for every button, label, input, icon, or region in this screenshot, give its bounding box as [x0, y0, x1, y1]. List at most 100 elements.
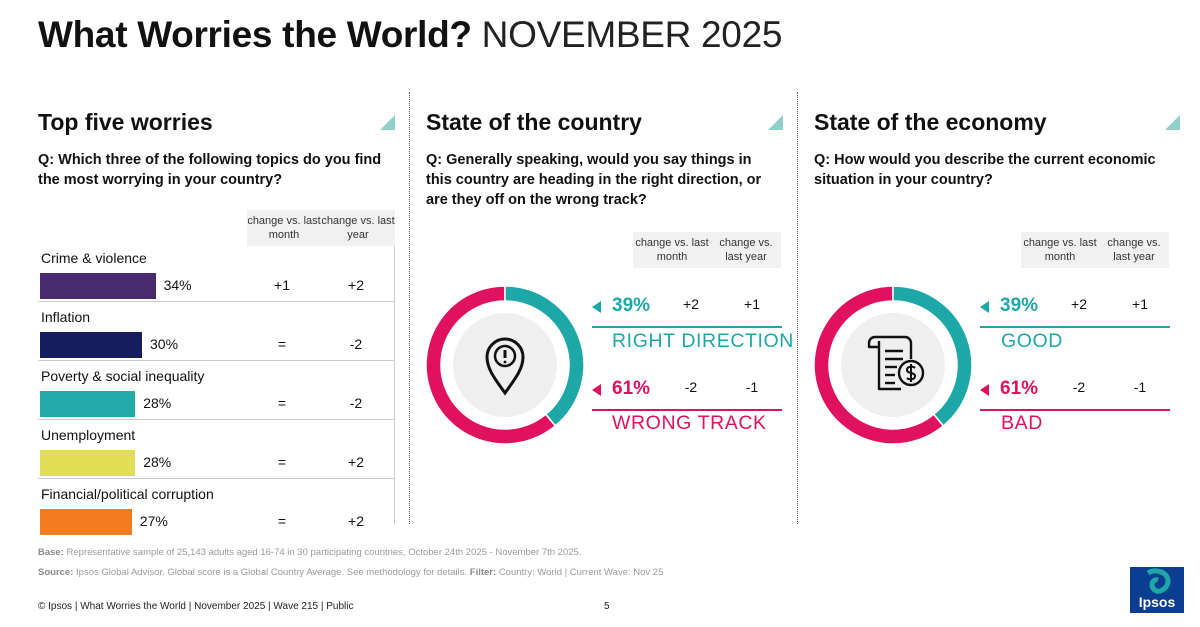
location-alert-icon: [485, 337, 525, 396]
change-month-value: +2: [1071, 296, 1087, 312]
change-year-value: +1: [1132, 296, 1148, 312]
worry-value-label: 27%: [139, 513, 168, 529]
result-percent: 39%: [612, 295, 651, 316]
change-year-value: -2: [349, 336, 363, 352]
change-month-header: change vs. last month: [635, 237, 709, 263]
change-year-value: -2: [349, 395, 363, 411]
change-month-value: -2: [1072, 379, 1086, 395]
change-year-header: change vs. last year: [1107, 237, 1161, 263]
page-title: What Worries the World? NOVEMBER 2025: [38, 14, 782, 56]
worry-row: Unemployment 28% = +2: [38, 420, 394, 479]
result-label: GOOD: [1001, 330, 1063, 352]
filter-label: Filter:: [469, 567, 497, 578]
worry-label: Financial/political corruption: [41, 486, 214, 502]
result-row: 39% +2 +1: [592, 288, 782, 328]
page-title-main: What Worries the World?: [38, 14, 472, 55]
worry-label: Crime & violence: [41, 250, 147, 266]
change-month-value: =: [277, 454, 287, 470]
result-percent: 61%: [1000, 378, 1039, 399]
page-title-date: NOVEMBER 2025: [481, 14, 783, 55]
economy-heading: State of the economy: [814, 109, 1047, 135]
pointer-triangle-icon: [980, 384, 989, 396]
worry-label: Inflation: [41, 309, 91, 325]
corner-triangle-icon: [768, 115, 783, 130]
invoice-dollar-icon: [867, 335, 925, 391]
worry-value-label: 30%: [150, 336, 179, 352]
row-divider: [38, 360, 394, 361]
page-number: 5: [604, 601, 610, 612]
result-underline: [592, 326, 782, 328]
change-year-value: +2: [348, 454, 364, 470]
pointer-triangle-icon: [980, 301, 989, 313]
result-underline: [980, 409, 1170, 411]
result-row: 39% +2 +1: [980, 288, 1170, 328]
result-row: 61% -2 -1: [980, 371, 1170, 411]
pointer-triangle-icon: [592, 384, 601, 396]
change-month-value: =: [277, 513, 287, 529]
worry-bar: [40, 273, 156, 299]
panel-divider: [797, 92, 798, 524]
worry-value-label: 34%: [163, 277, 192, 293]
filter-text: Country: World | Current Wave: Nov 25: [498, 567, 664, 578]
worry-bar: [40, 332, 142, 358]
change-year-value: -1: [745, 379, 759, 395]
ipsos-logo: Ipsos: [1130, 567, 1184, 613]
source-label: Source:: [38, 567, 74, 578]
row-divider: [38, 301, 394, 302]
pointer-triangle-icon: [592, 301, 601, 313]
worries-question: Q: Which three of the following topics d…: [38, 152, 382, 188]
worry-bar: [40, 391, 136, 417]
change-year-header: change vs. last year: [321, 215, 395, 241]
change-year-value: +1: [744, 296, 760, 312]
change-month-value: -2: [684, 379, 698, 395]
change-month-header: change vs. last month: [1023, 237, 1097, 263]
row-divider: [38, 419, 394, 420]
result-label: RIGHT DIRECTION: [612, 330, 794, 352]
corner-triangle-icon: [1165, 115, 1180, 130]
economy-donut-chart: [813, 285, 973, 445]
country-question: Q: Generally speaking, would you say thi…: [426, 152, 762, 208]
worry-row: Poverty & social inequality 28% = -2: [38, 361, 394, 420]
donut-center: [841, 313, 945, 417]
worry-row: Crime & violence 34% +1 +2: [38, 243, 394, 302]
change-month-value: +2: [683, 296, 699, 312]
economy-question: Q: How would you describe the current ec…: [814, 152, 1156, 188]
worries-change-header: change vs. last month change vs. last ye…: [247, 210, 395, 246]
worries-heading: Top five worries: [38, 109, 213, 135]
worry-bar: [40, 509, 132, 535]
worry-value-label: 28%: [143, 454, 172, 470]
logo-text: Ipsos: [1139, 594, 1176, 610]
change-month-value: =: [277, 395, 287, 411]
result-percent: 61%: [612, 378, 651, 399]
panel-divider: [409, 92, 410, 524]
result-underline: [980, 326, 1170, 328]
result-underline: [592, 409, 782, 411]
change-year-value: +2: [348, 277, 364, 293]
footer-text: © Ipsos | What Worries the World | Novem…: [38, 601, 354, 612]
change-year-value: -1: [1133, 379, 1147, 395]
donut-segment-positive: [892, 285, 973, 427]
change-year-value: +2: [348, 513, 364, 529]
change-year-header: change vs. last year: [719, 237, 773, 263]
economy-change-header: change vs. last month change vs. last ye…: [1021, 232, 1169, 268]
country-heading: State of the country: [426, 109, 642, 135]
worry-value-label: 28%: [143, 395, 172, 411]
source-footnote: Source: Ipsos Global Advisor. Global sco…: [38, 567, 663, 578]
worry-label: Unemployment: [41, 427, 136, 443]
result-label: WRONG TRACK: [612, 412, 767, 434]
country-change-header: change vs. last month change vs. last ye…: [633, 232, 781, 268]
change-month-value: +1: [274, 277, 290, 293]
country-donut-chart: [425, 285, 585, 445]
source-text: Ipsos Global Advisor. Global score is a …: [76, 567, 468, 578]
donut-segment-positive: [504, 285, 585, 427]
change-month-header: change vs. last month: [247, 215, 321, 241]
base-text: Representative sample of 25,143 adults a…: [66, 547, 582, 558]
result-percent: 39%: [1000, 295, 1039, 316]
result-label: BAD: [1001, 412, 1043, 434]
worry-row: Inflation 30% = -2: [38, 302, 394, 361]
corner-triangle-icon: [380, 115, 395, 130]
worry-bar: [40, 450, 136, 476]
base-label: Base:: [38, 547, 64, 558]
worry-row: Financial/political corruption 27% = +2: [38, 479, 394, 538]
change-month-value: =: [277, 336, 287, 352]
